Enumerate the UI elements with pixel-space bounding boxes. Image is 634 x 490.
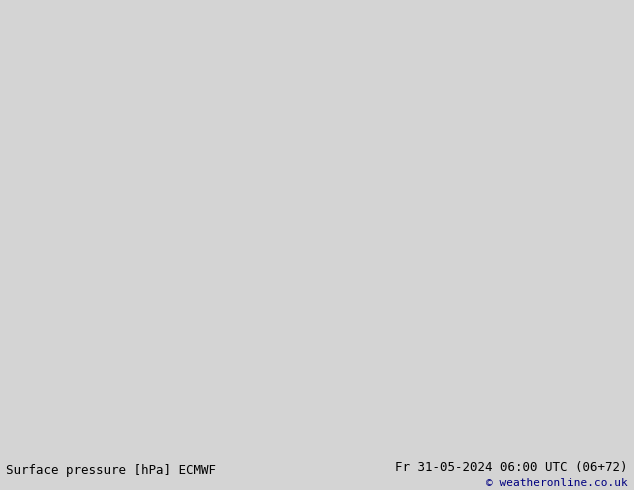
Text: Surface pressure [hPa] ECMWF: Surface pressure [hPa] ECMWF [6,465,216,477]
Text: © weatheronline.co.uk: © weatheronline.co.uk [486,478,628,488]
Text: Fr 31-05-2024 06:00 UTC (06+72): Fr 31-05-2024 06:00 UTC (06+72) [395,461,628,473]
